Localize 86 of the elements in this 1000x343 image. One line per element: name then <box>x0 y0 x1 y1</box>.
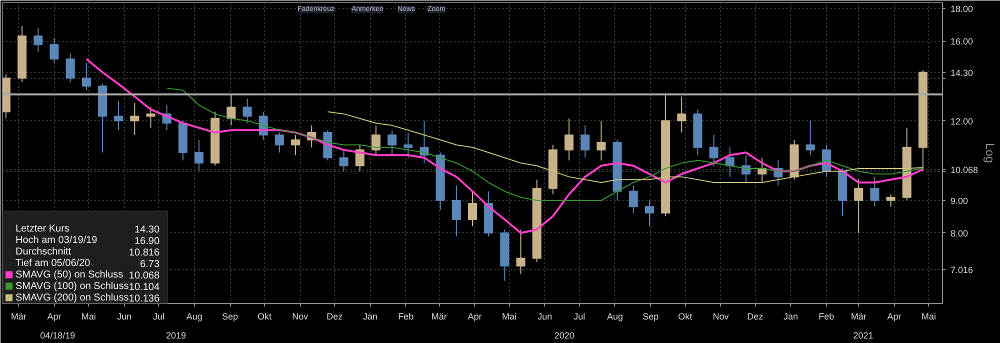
x2-tick-label: 2021 <box>853 330 874 340</box>
x-tick-label: Sep <box>222 312 238 322</box>
y-axis-title: Log <box>983 142 998 164</box>
y-tick-label: 10.068 <box>950 164 978 175</box>
x-tick-label: Nov <box>292 312 309 322</box>
candlestick <box>596 120 606 161</box>
candlestick <box>66 53 75 83</box>
candlestick <box>806 120 815 156</box>
candlestick <box>146 106 156 128</box>
y-tick-label: 12.00 <box>950 116 974 126</box>
line-series <box>327 111 924 184</box>
candlestick <box>371 124 380 156</box>
x-tick-label: Aug <box>186 312 202 322</box>
x-tick-label: Feb <box>818 312 834 322</box>
candlestick <box>516 229 526 274</box>
x-tick-label: Jan <box>362 312 378 322</box>
candlestick <box>194 139 204 172</box>
candlestick <box>870 176 880 208</box>
x-tick-label: Nov <box>712 312 730 322</box>
x-tick-label: Aug <box>606 312 624 322</box>
x-tick-label: Okt <box>678 312 693 322</box>
candlestick <box>404 132 413 158</box>
candlestick <box>274 132 284 154</box>
candlestick <box>242 98 252 124</box>
x-tick-label: Jun <box>538 312 552 322</box>
x-tick-label: Okt <box>258 312 272 322</box>
candlestick <box>677 96 686 134</box>
x-tick-label: Jan <box>784 312 798 322</box>
y-tick-label: 14.30 <box>950 68 974 78</box>
candlestick <box>886 194 896 208</box>
candlestick <box>644 200 654 227</box>
x-tick-label: Mär <box>850 312 866 322</box>
candlestick <box>564 118 574 161</box>
y-tick-label: 18.00 <box>950 4 974 14</box>
line-series <box>85 58 924 234</box>
candlestick <box>50 37 59 64</box>
candlestick <box>226 94 236 126</box>
candlestick <box>114 100 124 131</box>
candlestick <box>420 120 429 164</box>
candlestick <box>709 134 718 166</box>
x-tick-label: Apr <box>47 312 62 322</box>
x-tick-label: Apr <box>887 312 902 322</box>
x-tick-label: Mai <box>921 312 936 322</box>
y-tick-label: 7.016 <box>950 264 974 275</box>
legend-label: SMAVG (100) on Schluss <box>16 280 129 292</box>
x-tick-label: Dez <box>326 312 344 322</box>
candlestick <box>580 124 590 158</box>
x2-tick-label: 2020 <box>554 330 574 340</box>
x-tick-label: Apr <box>468 312 482 322</box>
annotation: 10.136 <box>128 293 160 304</box>
candlestick <box>452 184 461 237</box>
x-tick-label: Jun <box>117 312 132 322</box>
candlestick <box>291 134 300 156</box>
x-tick-label: Mai <box>81 312 96 322</box>
y-tick-label: 8.00 <box>950 228 968 238</box>
text: Durchschnitt 10.816 <box>16 246 160 258</box>
line-series <box>166 88 924 201</box>
candlestick <box>725 146 734 178</box>
y-tick-label: 9.00 <box>950 196 968 206</box>
candlestick <box>130 102 140 136</box>
candlestick <box>854 179 864 234</box>
x-tick-label: Mai <box>502 312 517 322</box>
candlestick <box>388 130 397 156</box>
candlestick <box>82 62 91 91</box>
candlestick <box>628 184 638 214</box>
x-tick-label: Jul <box>574 312 586 322</box>
annotation: 10.104 <box>128 282 160 293</box>
x-tick-label: Sep <box>642 312 659 322</box>
x-tick-label: Mär <box>431 312 447 322</box>
candlestick <box>468 190 478 227</box>
x-tick-label: Jul <box>153 312 165 322</box>
x-tick-label: Dez <box>747 312 764 322</box>
legend-label: SMAVG (50) on Schluss <box>16 269 124 280</box>
candlestick <box>741 154 751 184</box>
y-tick-label: 16.00 <box>950 36 974 47</box>
x2-tick-label: 04/18/19 <box>40 330 76 340</box>
x-tick-label: Feb <box>398 312 414 322</box>
legend-label: SMAVG (200) on Schluss <box>16 292 129 304</box>
candlestick <box>339 149 348 172</box>
text: Tief am 05/06/20 6.73 <box>16 258 160 270</box>
x-tick-label: Mär <box>10 312 26 322</box>
x2-tick-label: 2019 <box>166 330 186 340</box>
candlestick <box>34 27 43 52</box>
text: Hoch am 03/19/19 16.90 <box>16 234 160 247</box>
annotation: 10.068 <box>128 270 160 282</box>
text: Letzter Kurs 14.30 <box>16 223 160 236</box>
